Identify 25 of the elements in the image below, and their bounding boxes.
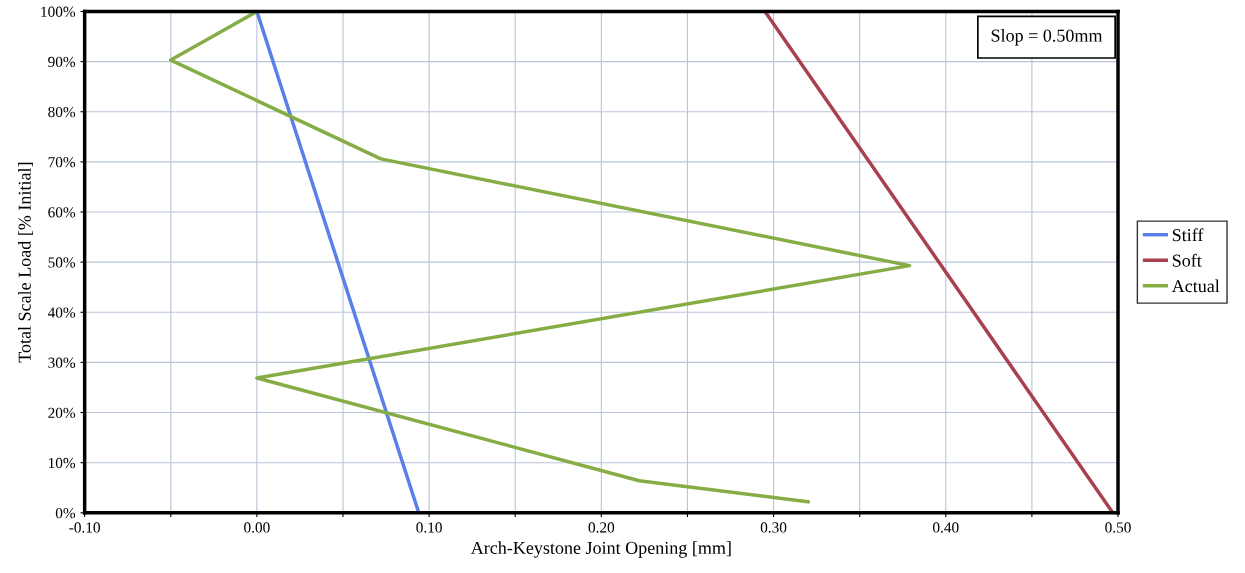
line-series (169, 11, 912, 504)
legend-label: Stiff (1172, 228, 1204, 242)
x-tick-label: 0.40 (933, 522, 959, 533)
y-axis-title: Total Scale Load [% Initial] (18, 162, 33, 363)
y-tick-label: 80% (48, 106, 76, 118)
x-axis-title: Arch-Keystone Joint Opening [mm] (470, 541, 731, 558)
x-tick-label: 0.30 (760, 522, 787, 533)
x-tick-label: 0.20 (588, 522, 615, 533)
legend-label: Actual (1171, 279, 1220, 293)
x-tick-label: 0.10 (416, 522, 442, 533)
y-tick-label: 50% (48, 257, 76, 268)
annotation: Slop = 0.50mm (991, 29, 1103, 46)
y-tick-label: 90% (48, 56, 76, 68)
y-tick-label: 0% (55, 507, 76, 519)
y-tick-label: 40% (47, 307, 76, 318)
y-tick-label: 70% (48, 157, 76, 168)
y-tick-label: 60% (48, 207, 76, 218)
y-tick-label: 100% (41, 6, 76, 17)
y-tick-label: 20% (48, 407, 76, 419)
x-tick-label: -0.10 (69, 522, 100, 533)
y-tick-label: 30% (48, 357, 76, 368)
x-tick-label: 0.50 (1105, 522, 1131, 533)
y-tick-label: 10% (48, 457, 76, 469)
legend-label: Soft (1172, 253, 1202, 267)
x-tick-label: 0.00 (244, 522, 270, 533)
